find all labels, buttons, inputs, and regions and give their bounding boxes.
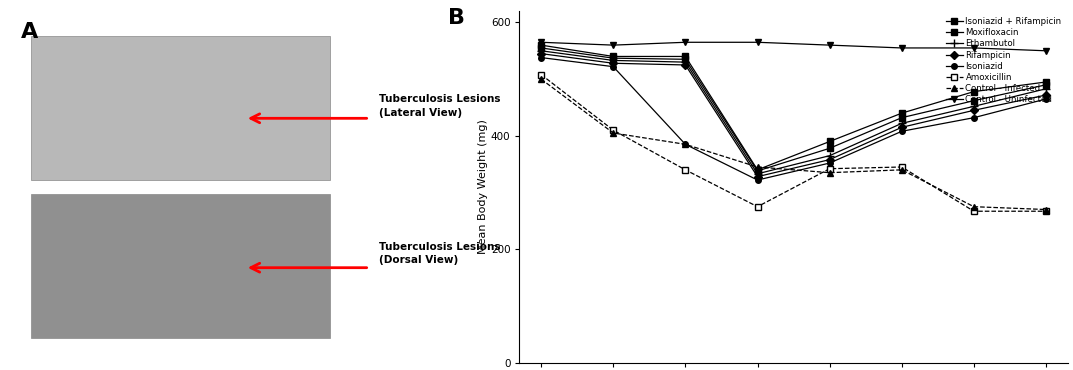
Text: B: B xyxy=(449,8,466,28)
Y-axis label: Mean Body Weight (mg): Mean Body Weight (mg) xyxy=(479,120,488,254)
Text: Tuberculosis Lesions
(Lateral View): Tuberculosis Lesions (Lateral View) xyxy=(380,94,501,118)
Text: A: A xyxy=(20,22,38,42)
Legend: Isoniazid + Rifampicin, Moxifloxacin, Ethambutol, Rifampicin, Isoniazid, Amoxici: Isoniazid + Rifampicin, Moxifloxacin, Et… xyxy=(944,16,1063,106)
Bar xyxy=(31,36,329,180)
Text: Tuberculosis Lesions
(Dorsal View): Tuberculosis Lesions (Dorsal View) xyxy=(380,242,501,265)
Bar xyxy=(31,194,329,338)
